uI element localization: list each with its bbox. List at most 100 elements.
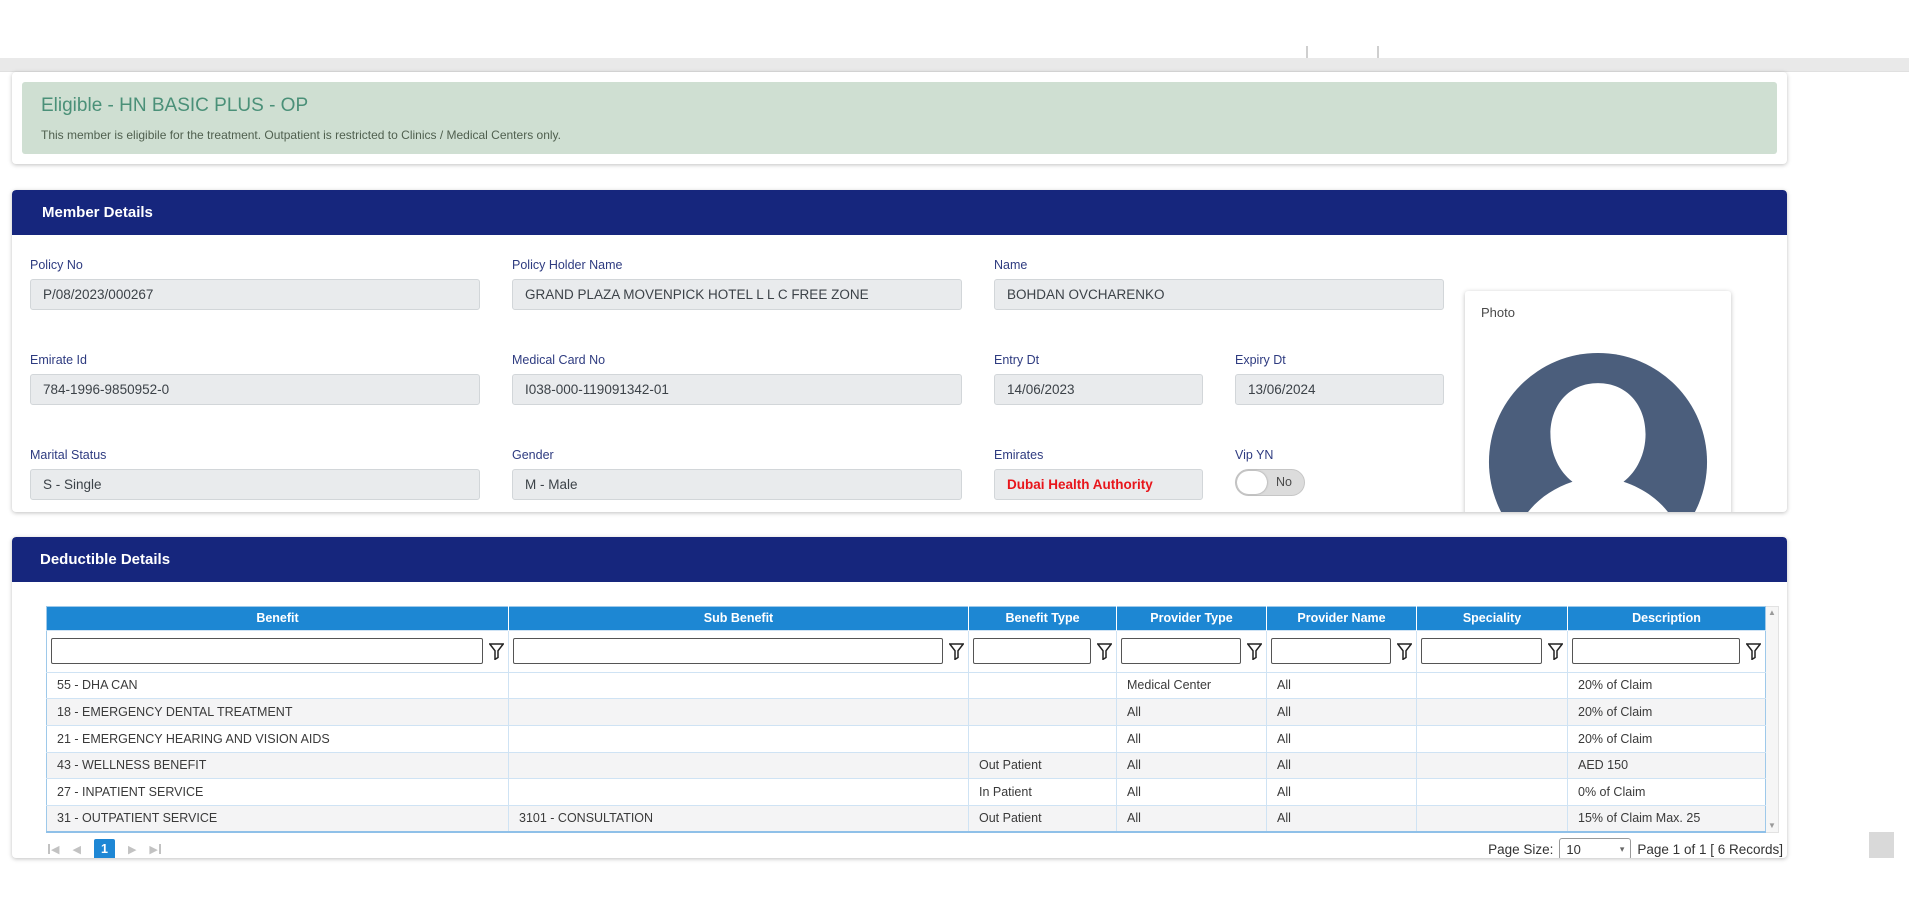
cell-provider-type: All xyxy=(1116,751,1267,779)
pager-buttons: ◀ ◀ 1 ▶ ▶ xyxy=(48,838,161,858)
cell-benefit: 55 - DHA CAN xyxy=(46,671,509,699)
browser-scrollbar-fragment[interactable] xyxy=(1869,832,1894,858)
col-provider-name[interactable]: Provider Name xyxy=(1266,606,1417,631)
eligibility-banner: Eligible - HN BASIC PLUS - OP This membe… xyxy=(22,82,1777,154)
cell-provider-type: Medical Center xyxy=(1116,671,1267,699)
cell-sub-benefit xyxy=(508,724,969,752)
cell-benefit-type xyxy=(968,724,1117,752)
table-row[interactable]: 27 - INPATIENT SERVICE In Patient All Al… xyxy=(46,778,1766,806)
next-page-button[interactable]: ▶ xyxy=(127,843,137,856)
cell-provider-name: All xyxy=(1266,804,1417,832)
col-description[interactable]: Description xyxy=(1567,606,1766,631)
table-row[interactable]: 18 - EMERGENCY DENTAL TREATMENT All All … xyxy=(46,698,1766,726)
scroll-up-icon[interactable]: ▲ xyxy=(1768,608,1776,617)
name-input xyxy=(994,279,1444,310)
first-page-button[interactable]: ◀ xyxy=(48,843,59,856)
cell-description: 15% of Claim Max. 25 xyxy=(1567,804,1766,832)
filter-input-provider-name[interactable] xyxy=(1271,638,1391,665)
cell-sub-benefit xyxy=(508,778,969,806)
vip-toggle-knob xyxy=(1237,471,1267,494)
table-row[interactable]: 31 - OUTPATIENT SERVICE 3101 - CONSULTAT… xyxy=(46,804,1766,832)
filter-funnel-icon[interactable] xyxy=(489,642,504,660)
page-size-select[interactable]: 10 ▾ xyxy=(1559,838,1632,858)
table-row[interactable]: 21 - EMERGENCY HEARING AND VISION AIDS A… xyxy=(46,724,1766,752)
cell-benefit-type: In Patient xyxy=(968,778,1117,806)
cell-benefit-type: Out Patient xyxy=(968,804,1117,832)
cell-provider-name: All xyxy=(1266,778,1417,806)
page-size-value: 10 xyxy=(1566,841,1581,857)
deductible-table-wrap: Benefit Sub Benefit Benefit Type Provide… xyxy=(46,606,1779,833)
field-expiry-dt: Expiry Dt xyxy=(1235,353,1444,405)
marital-status-label: Marital Status xyxy=(30,448,107,462)
cell-speciality xyxy=(1416,751,1568,779)
field-entry-dt: Entry Dt xyxy=(994,353,1203,405)
expiry-dt-label: Expiry Dt xyxy=(1235,353,1286,367)
member-fields: Policy No Policy Holder Name Name Emirat… xyxy=(12,235,1787,512)
cell-description: 20% of Claim xyxy=(1567,724,1766,752)
field-policy-holder: Policy Holder Name xyxy=(512,258,962,310)
cell-provider-type: All xyxy=(1116,698,1267,726)
col-provider-type[interactable]: Provider Type xyxy=(1116,606,1267,631)
filter-input-speciality[interactable] xyxy=(1421,638,1542,665)
cell-sub-benefit: 3101 - CONSULTATION xyxy=(508,804,969,832)
entry-dt-label: Entry Dt xyxy=(994,353,1040,367)
cell-sub-benefit xyxy=(508,698,969,726)
page-size-label: Page Size: xyxy=(1488,841,1554,857)
cell-benefit-type xyxy=(968,698,1117,726)
eligibility-message: This member is eligibile for the treatme… xyxy=(41,128,561,142)
cell-description: 0% of Claim xyxy=(1567,778,1766,806)
cell-sub-benefit xyxy=(508,751,969,779)
toolbar-bottom-strip xyxy=(0,58,1909,72)
deductible-details-header: Deductible Details xyxy=(12,537,1787,582)
filter-funnel-icon[interactable] xyxy=(1746,642,1761,660)
cell-benefit: 31 - OUTPATIENT SERVICE xyxy=(46,804,509,832)
prev-page-button[interactable]: ◀ xyxy=(72,843,81,856)
last-page-button[interactable]: ▶ xyxy=(149,843,161,856)
field-marital-status: Marital Status xyxy=(30,448,480,500)
field-emirate-id: Emirate Id xyxy=(30,353,480,405)
filter-input-sub-benefit[interactable] xyxy=(513,638,943,665)
vip-toggle[interactable]: No xyxy=(1235,469,1305,496)
cell-description: 20% of Claim xyxy=(1567,671,1766,699)
filter-input-provider-type[interactable] xyxy=(1121,638,1241,665)
cell-provider-name: All xyxy=(1266,671,1417,699)
cell-benefit-type xyxy=(968,671,1117,699)
cropped-toolbar-artifact xyxy=(1377,46,1379,60)
cell-benefit: 27 - INPATIENT SERVICE xyxy=(46,778,509,806)
field-name: Name xyxy=(994,258,1444,310)
scroll-down-icon[interactable]: ▼ xyxy=(1768,821,1776,830)
cell-speciality xyxy=(1416,698,1568,726)
filter-funnel-icon[interactable] xyxy=(1247,642,1262,660)
marital-status-input xyxy=(30,469,480,500)
col-sub-benefit[interactable]: Sub Benefit xyxy=(508,606,969,631)
expiry-dt-input xyxy=(1235,374,1444,405)
filter-input-description[interactable] xyxy=(1572,638,1740,665)
page-summary: Page 1 of 1 [ 6 Records] xyxy=(1637,841,1783,857)
filter-funnel-icon[interactable] xyxy=(1097,642,1112,660)
col-speciality[interactable]: Speciality xyxy=(1416,606,1568,631)
filter-input-benefit[interactable] xyxy=(51,638,483,665)
medical-card-no-input xyxy=(512,374,962,405)
table-row[interactable]: 55 - DHA CAN Medical Center All 20% of C… xyxy=(46,671,1766,699)
field-emirates: Emirates xyxy=(994,448,1203,500)
filter-row xyxy=(46,629,1766,673)
filter-input-benefit-type[interactable] xyxy=(973,638,1091,665)
current-page-button[interactable]: 1 xyxy=(93,838,115,858)
cell-speciality xyxy=(1416,804,1568,832)
table-row[interactable]: 43 - WELLNESS BENEFIT Out Patient All Al… xyxy=(46,751,1766,779)
filter-funnel-icon[interactable] xyxy=(1548,642,1563,660)
cell-provider-type: All xyxy=(1116,724,1267,752)
filter-funnel-icon[interactable] xyxy=(949,642,964,660)
cell-benefit: 43 - WELLNESS BENEFIT xyxy=(46,751,509,779)
eligibility-card: Eligible - HN BASIC PLUS - OP This membe… xyxy=(12,72,1787,164)
table-vertical-scrollbar[interactable]: ▲ ▼ xyxy=(1766,606,1779,833)
emirates-input xyxy=(994,469,1203,500)
filter-funnel-icon[interactable] xyxy=(1397,642,1412,660)
gender-input xyxy=(512,469,962,500)
deductible-table: Benefit Sub Benefit Benefit Type Provide… xyxy=(46,606,1766,833)
entry-dt-input xyxy=(994,374,1203,405)
cell-benefit: 18 - EMERGENCY DENTAL TREATMENT xyxy=(46,698,509,726)
col-benefit[interactable]: Benefit xyxy=(46,606,509,631)
col-benefit-type[interactable]: Benefit Type xyxy=(968,606,1117,631)
photo-card: Photo xyxy=(1465,291,1731,512)
